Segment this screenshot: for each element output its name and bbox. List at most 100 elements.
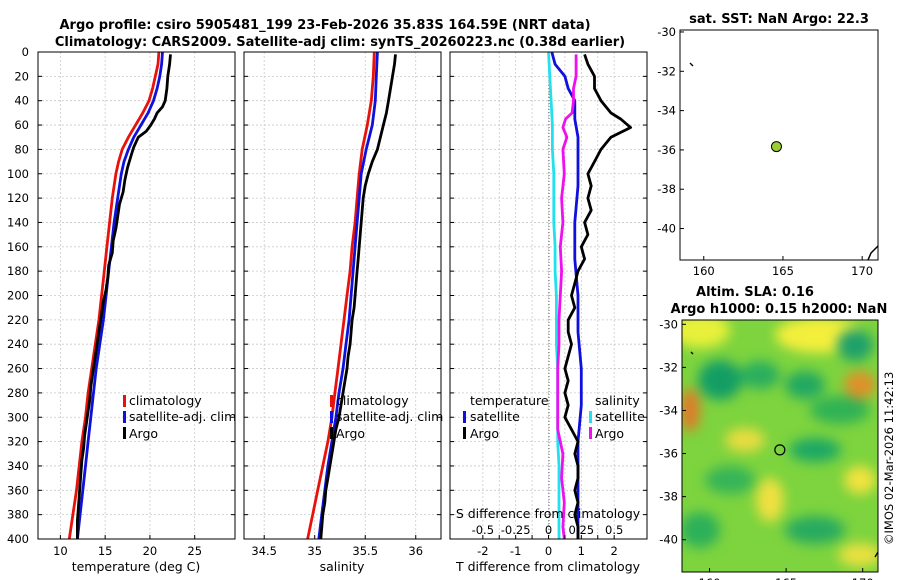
legend-title-salinity: salinity	[595, 393, 640, 408]
legend-swatch-s-satellite	[589, 411, 592, 423]
t-difference-xlabel: T difference from climatology	[455, 559, 641, 574]
y-tick-label: 60	[14, 118, 29, 132]
x-tick-label: 1	[578, 544, 585, 558]
temperature-xlabel: temperature (deg C)	[72, 559, 201, 574]
sla-blob	[698, 360, 742, 400]
sla-blob	[844, 466, 876, 494]
y-tick-label: 240	[7, 337, 29, 351]
series-line-satellite-adj-clim	[76, 51, 164, 540]
series-line-salinity-argo	[556, 54, 578, 540]
difference-legend: temperature satellite Argo salinity sate…	[463, 393, 645, 441]
y-tick-label: 140	[7, 215, 29, 229]
salinity-grid	[244, 51, 441, 540]
y-tick-label: 280	[7, 386, 29, 400]
legend-swatch-t-argo	[463, 427, 466, 439]
y-tick-label: 320	[7, 435, 29, 449]
sla-blob	[838, 543, 878, 567]
salinity-lines	[306, 51, 397, 540]
difference-ticks: -2 -1 0 1 2 -0.5 -0.25 0 0.25 0.5	[450, 51, 647, 558]
y-tick-label: 20	[14, 69, 29, 83]
legend-label-argo: Argo	[336, 426, 365, 441]
imos-watermark: ©IMOS 02-Mar-2026 11:42:13	[882, 372, 896, 545]
y-tick-label: 40	[14, 94, 29, 108]
x-tick-label: 35	[307, 544, 322, 558]
sla-blob	[837, 329, 873, 361]
s-tick-label: 0.5	[605, 523, 623, 537]
map-y-tick-label: -32	[657, 64, 676, 78]
series-line-salinity-satellite	[547, 51, 561, 539]
x-tick-label: -1	[510, 544, 521, 558]
argo-location-marker	[770, 141, 782, 153]
legend-label-satellite: satellite-adj. clim	[129, 409, 236, 424]
sla-blob	[844, 371, 876, 399]
s-tick-label: 0.25	[569, 523, 595, 537]
map-y-tick-label: -36	[659, 447, 678, 461]
s-tick-label: -0.5	[472, 523, 494, 537]
legend-label-s-satellite: satellite	[595, 409, 645, 424]
sla-blob	[740, 361, 780, 389]
salinity-xlabel: salinity	[320, 559, 365, 574]
sst-map-panel: sat. SST: NaN Argo: 22.3 160 165 170 -30 -32…	[657, 12, 879, 278]
series-line-satellite-adj-clim	[317, 51, 379, 540]
sla-map-panel: Altim. SLA: 0.16 Argo h1000: 0.15 h2000:…	[659, 285, 887, 580]
sla-blob	[785, 516, 845, 544]
map-y-tick-label: -38	[659, 490, 678, 504]
x-tick-label: 0	[545, 544, 552, 558]
coast-fragment	[690, 351, 694, 355]
sla-blob	[682, 388, 700, 432]
series-line-argo	[76, 54, 172, 539]
s-tick-label: -0.25	[501, 523, 531, 537]
sla-map-ticks: 160 165 170 -30 -32 -34 -36 -38 -40	[659, 317, 873, 580]
sst-map-ticks: 160 165 170 -30 -32 -34 -36 -38 -40	[657, 25, 873, 278]
x-tick-label: 34.5	[251, 544, 277, 558]
s-tick-label: 0	[545, 523, 552, 537]
sla-blob	[725, 428, 765, 452]
legend-label-t-argo: Argo	[470, 426, 499, 441]
map-y-tick-label: -32	[659, 360, 678, 374]
x-tick-label: 10	[53, 544, 68, 558]
y-tick-label: 360	[7, 483, 29, 497]
sla-blob	[756, 478, 784, 522]
y-tick-label: 400	[7, 532, 29, 546]
salinity-ticks: 34.5 35 35.5 36	[244, 51, 441, 558]
sla-map-title-line1: Altim. SLA: 0.16	[696, 285, 814, 300]
y-tick-label: 380	[7, 508, 29, 522]
map-y-tick-label: -34	[659, 403, 678, 417]
salinity-panel: 34.5 35 35.5 36 salinity climatology satell…	[243, 51, 443, 574]
map-y-tick-label: -34	[657, 104, 676, 118]
series-line-climatology	[306, 51, 376, 540]
sla-blob	[705, 466, 755, 494]
sla-blobs	[682, 320, 878, 567]
y-tick-label: 80	[14, 142, 29, 156]
map-y-tick-label: -38	[657, 182, 676, 196]
series-line-argo	[319, 54, 397, 540]
y-tick-label: 300	[7, 410, 29, 424]
coast-fragment	[689, 62, 694, 67]
legend-swatch-argo	[123, 427, 126, 439]
map-y-tick-label: -30	[657, 25, 676, 39]
legend-label-t-satellite: satellite	[470, 409, 520, 424]
temperature-legend: climatology satellite-adj. clim Argo	[123, 393, 236, 441]
difference-panel: -2 -1 0 1 2 -0.5 -0.25 0 0.25 0.5 S difference fr…	[449, 51, 648, 574]
y-tick-label: 340	[7, 459, 29, 473]
y-tick-label: 120	[7, 191, 29, 205]
sla-map-title-line2: Argo h1000: 0.15 h2000: NaN	[671, 302, 888, 317]
map-y-tick-label: -40	[659, 533, 678, 547]
y-tick-label: 260	[7, 362, 29, 376]
legend-swatch-s-argo	[589, 427, 592, 439]
legend-label-climatology: climatology	[129, 393, 202, 408]
x-tick-label: 2	[611, 544, 618, 558]
map-x-tick-label: 160	[699, 576, 721, 580]
difference-lines	[547, 51, 632, 540]
sst-map-title: sat. SST: NaN Argo: 22.3	[689, 12, 869, 27]
y-tick-label: 0	[22, 45, 29, 59]
main-title-line1: Argo profile: csiro 5905481_199 23-Feb-2…	[59, 18, 590, 33]
map-y-tick-label: -36	[657, 143, 676, 157]
legend-swatch-climatology	[123, 395, 126, 407]
coast-fragment	[867, 245, 879, 261]
sst-coastline	[689, 62, 879, 261]
legend-title-temperature: temperature	[470, 393, 549, 408]
x-tick-label: 20	[143, 544, 158, 558]
legend-swatch-argo	[330, 427, 333, 439]
sla-map-axes-frame	[681, 319, 879, 573]
